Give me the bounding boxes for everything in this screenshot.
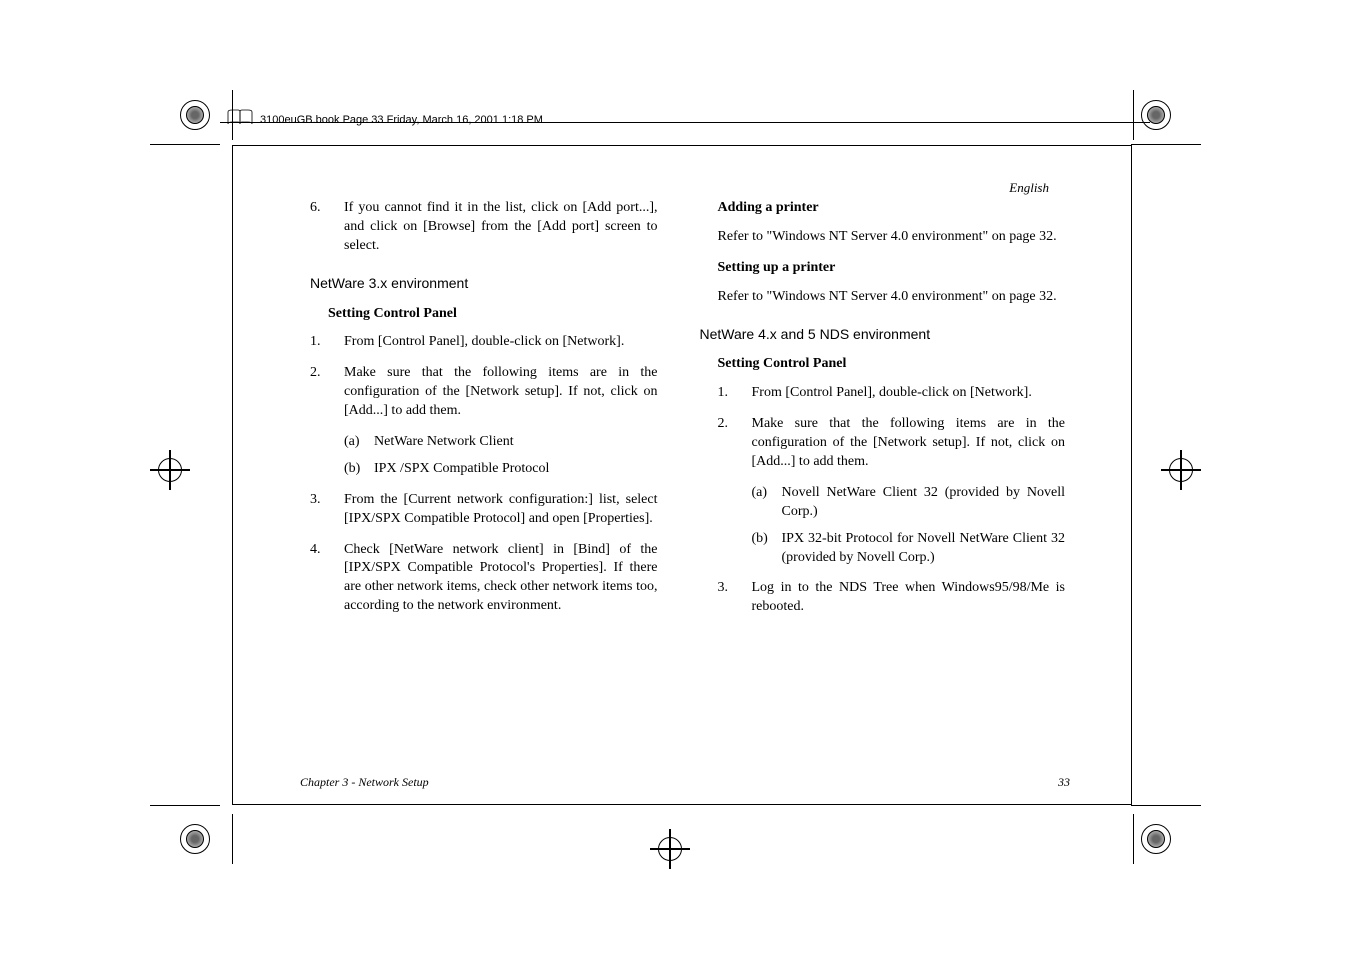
sub-heading: Setting Control Panel: [328, 305, 658, 324]
item-number: 3.: [718, 579, 752, 617]
list-item: 3. Log in to the NDS Tree when Windows95…: [718, 579, 1066, 617]
left-column: 6. If you cannot find it in the list, cl…: [310, 175, 658, 629]
section-heading: NetWare 3.x environment: [310, 274, 658, 293]
item-text: From the [Current network configuration:…: [344, 491, 658, 529]
page-footer: Chapter 3 - Network Setup 33: [300, 775, 1070, 790]
paragraph: Refer to "Windows NT Server 4.0 environm…: [718, 228, 1066, 247]
item-letter: (b): [752, 530, 782, 568]
list-item: 3. From the [Current network configurati…: [310, 491, 658, 529]
item-text: IPX 32-bit Protocol for Novell NetWare C…: [782, 530, 1066, 568]
item-number: 2.: [718, 415, 752, 472]
item-text: Log in to the NDS Tree when Windows95/98…: [752, 579, 1066, 617]
sub-heading: Setting Control Panel: [718, 355, 1066, 374]
reg-mark-bottom: [650, 829, 690, 869]
list-item: 2. Make sure that the following items ar…: [718, 415, 1066, 472]
sub-list-item: (a) Novell NetWare Client 32 (provided b…: [752, 484, 1066, 522]
crop-line: [150, 144, 220, 145]
crop-line: [1133, 814, 1134, 864]
header-line: [220, 122, 1150, 123]
item-text: NetWare Network Client: [374, 433, 514, 452]
crop-circle-tl: [180, 100, 210, 130]
sub-heading: Setting up a printer: [718, 259, 1066, 278]
crop-line: [1131, 144, 1201, 145]
crop-circle-bl: [180, 824, 210, 854]
crop-line: [1131, 805, 1201, 806]
sub-list-item: (b) IPX 32-bit Protocol for Novell NetWa…: [752, 530, 1066, 568]
item-number: 2.: [310, 364, 344, 421]
item-text: From [Control Panel], double-click on [N…: [752, 384, 1066, 403]
list-item: 4. Check [NetWare network client] in [Bi…: [310, 541, 658, 617]
item-number: 6.: [310, 199, 344, 256]
item-letter: (b): [344, 460, 374, 479]
list-item: 6. If you cannot find it in the list, cl…: [310, 199, 658, 256]
sub-heading: Adding a printer: [718, 199, 1066, 218]
header-filename: 3100euGB.book Page 33 Friday, March 16, …: [260, 114, 543, 126]
crop-line: [1133, 90, 1134, 140]
reg-mark-left: [150, 450, 190, 490]
item-letter: (a): [344, 433, 374, 452]
list-item: 1. From [Control Panel], double-click on…: [718, 384, 1066, 403]
footer-page-number: 33: [1058, 775, 1070, 790]
right-column: Adding a printer Refer to "Windows NT Se…: [718, 175, 1066, 629]
crop-circle-br: [1141, 824, 1171, 854]
item-number: 4.: [310, 541, 344, 617]
item-letter: (a): [752, 484, 782, 522]
item-text: Make sure that the following items are i…: [752, 415, 1066, 472]
reg-mark-right: [1161, 450, 1201, 490]
item-text: Novell NetWare Client 32 (provided by No…: [782, 484, 1066, 522]
item-number: 1.: [718, 384, 752, 403]
sub-list-item: (b) IPX /SPX Compatible Protocol: [344, 460, 658, 479]
sub-list-item: (a) NetWare Network Client: [344, 433, 658, 452]
item-text: From [Control Panel], double-click on [N…: [344, 333, 658, 352]
section-heading: NetWare 4.x and 5 NDS environment: [700, 325, 1066, 344]
item-text: IPX /SPX Compatible Protocol: [374, 460, 549, 479]
footer-chapter: Chapter 3 - Network Setup: [300, 775, 429, 790]
crop-line: [232, 814, 233, 864]
list-item: 1. From [Control Panel], double-click on…: [310, 333, 658, 352]
item-number: 1.: [310, 333, 344, 352]
item-text: Check [NetWare network client] in [Bind]…: [344, 541, 658, 617]
item-text: If you cannot find it in the list, click…: [344, 199, 658, 256]
item-number: 3.: [310, 491, 344, 529]
content-area: 6. If you cannot find it in the list, cl…: [310, 175, 1065, 629]
crop-line: [150, 805, 220, 806]
list-item: 2. Make sure that the following items ar…: [310, 364, 658, 421]
paragraph: Refer to "Windows NT Server 4.0 environm…: [718, 288, 1066, 307]
item-text: Make sure that the following items are i…: [344, 364, 658, 421]
crop-circle-tr: [1141, 100, 1171, 130]
book-icon: [226, 108, 254, 128]
